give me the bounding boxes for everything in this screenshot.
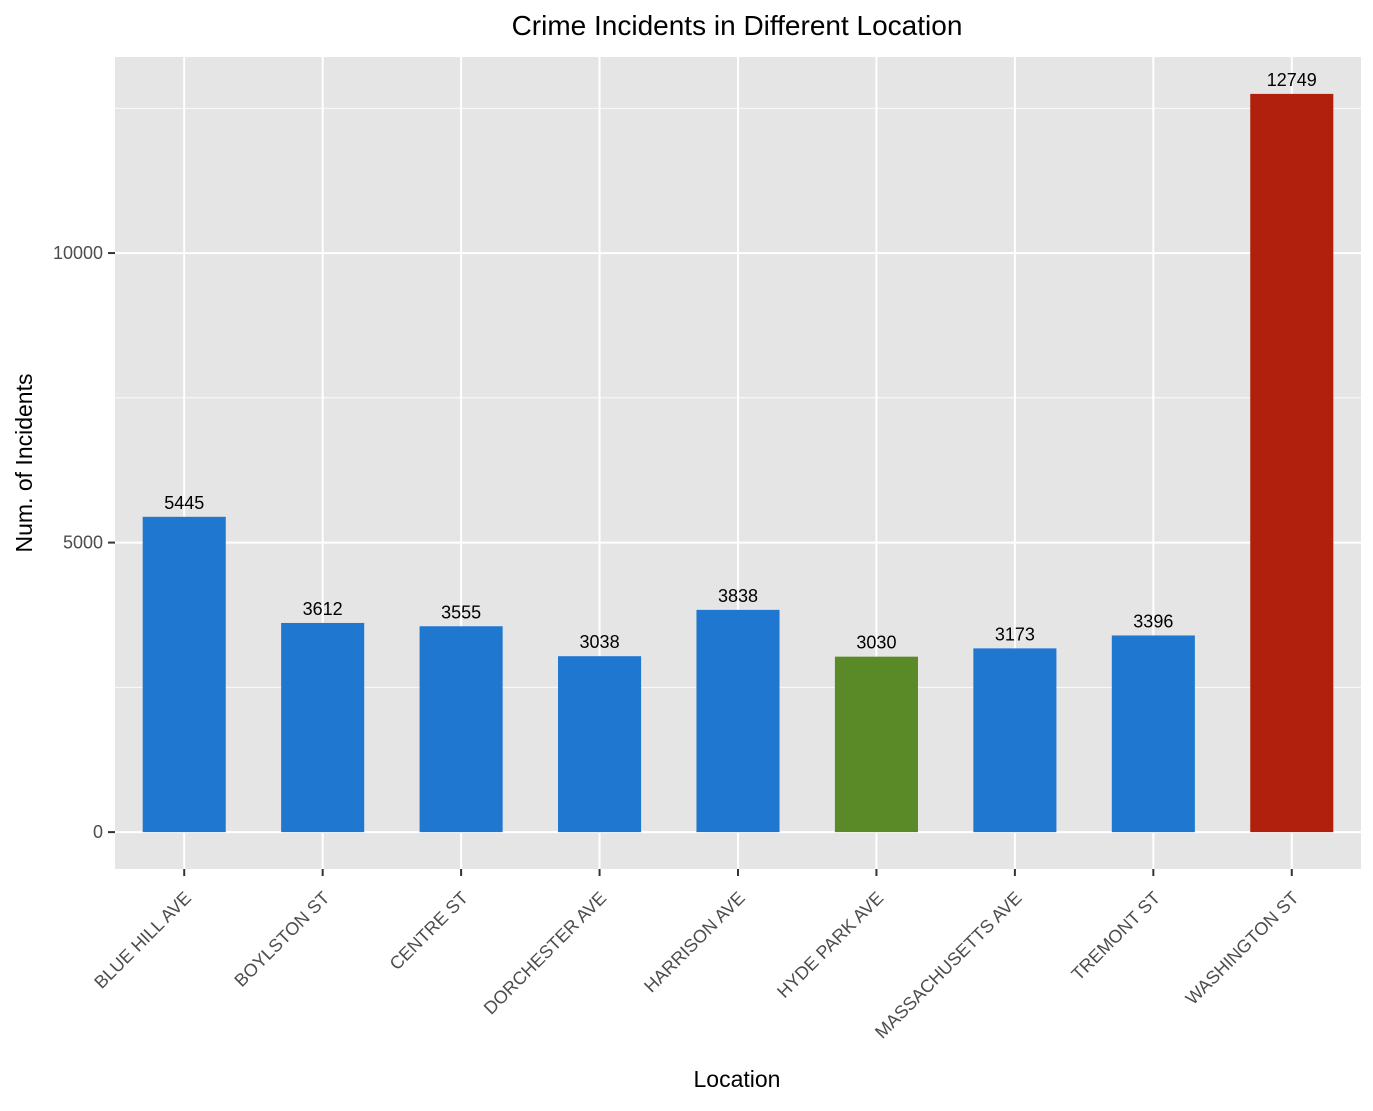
x-tick-label: BLUE HILL AVE bbox=[90, 888, 195, 993]
bar-value-label: 5445 bbox=[164, 493, 204, 513]
bar bbox=[1250, 93, 1334, 833]
bar-data-labels: 5445 3612 3555 3038 3838 3030 3173 3396 12749 bbox=[164, 70, 1317, 653]
bar-value-label: 3030 bbox=[856, 633, 896, 653]
x-tick-label: BOYLSTON ST bbox=[230, 888, 333, 991]
y-axis: 0 5000 10000 bbox=[53, 243, 115, 842]
x-tick-label: CENTRE ST bbox=[386, 888, 472, 974]
bar bbox=[142, 516, 226, 833]
y-tick-label: 10000 bbox=[53, 243, 103, 263]
bars-group bbox=[142, 93, 1334, 833]
bar-value-label: 3173 bbox=[995, 624, 1035, 644]
x-tick-label: MASSACHUSETTS AVE bbox=[871, 888, 1026, 1043]
y-axis-title: Num. of Incidents bbox=[11, 374, 37, 553]
x-tick-label: WASHINGTON ST bbox=[1182, 888, 1303, 1009]
bar-value-label: 3838 bbox=[718, 586, 758, 606]
bar bbox=[281, 622, 365, 833]
y-tick-label: 5000 bbox=[63, 533, 103, 553]
x-tick-label: DORCHESTER AVE bbox=[480, 888, 611, 1019]
bar-value-label: 3612 bbox=[303, 599, 343, 619]
x-tick-label: HARRISON AVE bbox=[640, 888, 749, 997]
bar-value-label: 3555 bbox=[441, 602, 481, 622]
x-axis: BLUE HILL AVE BOYLSTON ST CENTRE ST DORCHES… bbox=[90, 869, 1303, 1043]
bar-value-label: 12749 bbox=[1267, 70, 1317, 90]
bar bbox=[1111, 635, 1195, 833]
y-tick-label: 0 bbox=[93, 822, 103, 842]
bar bbox=[834, 656, 918, 833]
bar-value-label: 3038 bbox=[580, 632, 620, 652]
x-tick-label: TREMONT ST bbox=[1068, 888, 1165, 985]
bar-value-label: 3396 bbox=[1133, 611, 1173, 631]
bar bbox=[973, 648, 1057, 833]
bar bbox=[558, 656, 642, 833]
bar bbox=[696, 609, 780, 833]
x-axis-title: Location bbox=[694, 1066, 781, 1092]
x-tick-label: HYDE PARK AVE bbox=[773, 888, 887, 1002]
bar bbox=[419, 626, 503, 833]
chart-title: Crime Incidents in Different Location bbox=[512, 10, 963, 41]
